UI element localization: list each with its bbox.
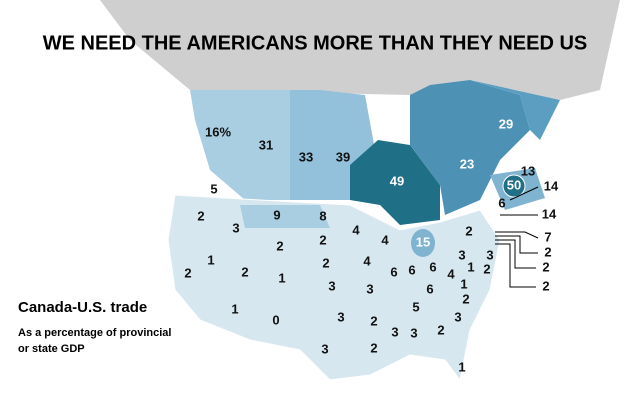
state-group <box>240 205 330 228</box>
region-label: 31 <box>259 137 273 152</box>
region-label: 14 <box>544 178 559 193</box>
region-label: 3 <box>232 220 239 235</box>
region-label: 14 <box>542 206 557 221</box>
arctic-region <box>100 0 620 100</box>
region-label: 2 <box>465 223 472 238</box>
region-label: 23 <box>460 156 474 171</box>
region-label: 5 <box>412 299 419 314</box>
province-saskatchewan <box>290 90 320 200</box>
province-west <box>190 90 290 200</box>
legend-subtitle: As a percentage of provincial <box>18 327 171 339</box>
legend-subtitle: or state GDP <box>18 343 85 355</box>
region-label: 50 <box>507 177 521 192</box>
region-label: 1 <box>458 359 465 374</box>
region-label: 2 <box>544 244 551 259</box>
region-label: 2 <box>483 261 490 276</box>
region-label: 39 <box>336 149 350 164</box>
region-label: 4 <box>381 232 389 247</box>
region-label: 1 <box>460 276 467 291</box>
region-label: 2 <box>241 264 248 279</box>
region-label: 29 <box>499 116 513 131</box>
region-label: 15 <box>416 234 430 249</box>
region-label: 8 <box>319 208 326 223</box>
region-label: 3 <box>458 247 465 262</box>
region-label: 2 <box>184 265 191 280</box>
state-michigan <box>411 229 435 257</box>
region-label: 4 <box>352 222 360 237</box>
leader-lines <box>495 186 539 288</box>
region-label: 6 <box>429 259 436 274</box>
region-label: 1 <box>467 259 474 274</box>
region-label: 6 <box>426 281 433 296</box>
region-label: 2 <box>370 313 377 328</box>
region-label: 16% <box>205 124 231 139</box>
region-label: 6 <box>390 264 397 279</box>
region-label: 4 <box>447 266 455 281</box>
region-label: 13 <box>521 163 535 178</box>
region-label: 3 <box>486 247 493 262</box>
region-label: 2 <box>542 278 549 293</box>
region-label: 2 <box>319 232 326 247</box>
region-label: 3 <box>328 278 335 293</box>
region-label: 5 <box>210 181 217 196</box>
region-label: 2 <box>437 322 444 337</box>
region-label: 2 <box>462 291 469 306</box>
region-label: 2 <box>542 259 549 274</box>
region-label: 2 <box>322 255 329 270</box>
region-label: 0 <box>272 312 279 327</box>
region-label: 2 <box>197 208 204 223</box>
province-manitoba <box>320 90 375 200</box>
title: WE NEED THE AMERICANS MORE THAN THEY NEE… <box>43 32 587 54</box>
province-ontario <box>350 140 440 225</box>
region-label: 49 <box>390 173 404 188</box>
region-label: 2 <box>276 238 283 253</box>
province-nb <box>502 174 526 198</box>
region-label: 3 <box>321 341 328 356</box>
region-label: 1 <box>231 301 238 316</box>
region-label: 3 <box>337 309 344 324</box>
region-label: 7 <box>544 229 551 244</box>
region-label: 9 <box>273 207 280 222</box>
region-label: 3 <box>410 325 417 340</box>
region-label: 4 <box>363 253 371 268</box>
region-label: 3 <box>454 309 461 324</box>
province-quebec <box>410 80 530 215</box>
region-label: 1 <box>207 252 214 267</box>
region-label: 6 <box>498 195 505 210</box>
region-label: 3 <box>366 281 373 296</box>
legend-title: Canada-U.S. trade <box>18 299 147 316</box>
region-label: 3 <box>391 324 398 339</box>
region-label: 1 <box>278 270 285 285</box>
province-newfoundland <box>470 80 560 140</box>
region-label: 33 <box>299 149 313 164</box>
region-label: 6 <box>408 262 415 277</box>
region-label: 2 <box>370 340 377 355</box>
